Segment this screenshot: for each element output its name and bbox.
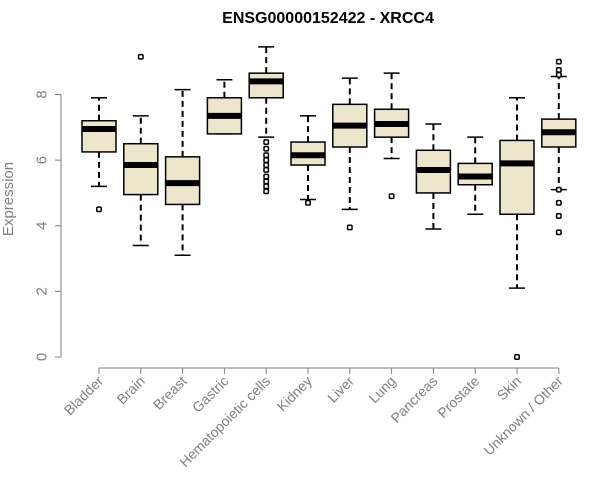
- outlier-point: [263, 188, 270, 195]
- outlier-point: [555, 71, 562, 78]
- box-bladder: [81, 97, 117, 213]
- x-tick-label-kidney: Kidney: [274, 373, 316, 415]
- outlier-point: [263, 167, 270, 173]
- y-tick-label: 8: [33, 90, 50, 98]
- outlier-point: [263, 145, 270, 152]
- outlier-point: [137, 53, 144, 60]
- outlier-point: [555, 212, 562, 219]
- x-tick-label-unknown-other: Unknown / Other: [480, 373, 566, 459]
- outlier-point: [514, 354, 520, 360]
- outlier-point: [305, 199, 311, 206]
- box-prostate: [457, 136, 493, 216]
- y-axis-label: Expression: [0, 162, 17, 236]
- box-skin: [499, 97, 535, 360]
- box-pancreas: [415, 123, 452, 230]
- outlier-point: [263, 162, 270, 168]
- x-tick-label-breast: Breast: [150, 373, 190, 413]
- box-body: [248, 72, 284, 99]
- x-tick-label-prostate: Prostate: [434, 373, 482, 421]
- box-breast: [164, 88, 201, 257]
- box-kidney: [290, 115, 326, 206]
- y-axis: 0 2 4 6 8: [33, 90, 62, 361]
- outlier-point: [263, 173, 270, 180]
- x-tick-label-liver: Liver: [324, 373, 357, 406]
- outlier-point: [263, 139, 270, 146]
- outlier-point: [96, 206, 102, 213]
- box-lung: [373, 72, 410, 200]
- box-unknown-other: [541, 58, 577, 236]
- outlier-point: [555, 229, 562, 236]
- x-tick-label-brain: Brain: [113, 373, 147, 407]
- y-tick-label: 0: [33, 353, 50, 361]
- y-tick-label: 4: [33, 222, 50, 230]
- outlier-point: [388, 193, 395, 200]
- outlier-point: [555, 66, 562, 73]
- box-gastric: [206, 78, 243, 135]
- y-tick-label: 2: [33, 287, 50, 295]
- outlier-point: [263, 178, 270, 185]
- chart-title: ENSG00000152422 - XRCC4: [222, 10, 434, 27]
- x-tick-label-bladder: Bladder: [61, 373, 107, 419]
- outlier-point: [555, 186, 562, 193]
- boxes-layer: [81, 46, 577, 360]
- box-body: [81, 120, 117, 153]
- box-liver: [332, 77, 368, 231]
- outlier-point: [555, 58, 562, 65]
- y-tick-label: 6: [33, 156, 50, 164]
- outlier-point: [346, 224, 353, 231]
- box-body: [123, 142, 159, 196]
- box-brain: [123, 53, 159, 247]
- outlier-point: [555, 199, 562, 206]
- outlier-point: [263, 183, 270, 190]
- outlier-point: [263, 152, 270, 159]
- box-hematopoietic-cells: [248, 46, 284, 195]
- x-tick-label-skin: Skin: [494, 373, 525, 404]
- outlier-point: [263, 157, 270, 164]
- box-body: [499, 139, 535, 216]
- x-tick-label-lung: Lung: [365, 373, 398, 406]
